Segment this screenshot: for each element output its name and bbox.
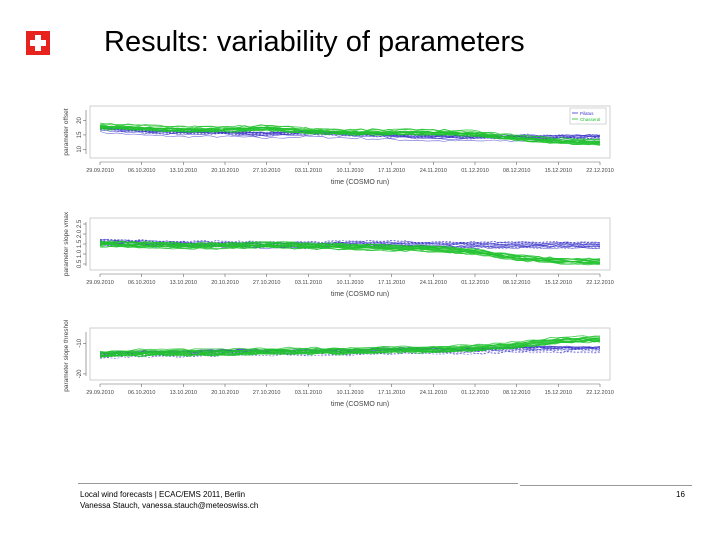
chart-svg: 10 15 20 parameter offset 29.09.2010 06.10.20… bbox=[63, 105, 614, 186]
series-line bbox=[99, 243, 601, 264]
x-tick-label: 01.12.2010 bbox=[461, 280, 489, 286]
x-tick-label: 22.12.2010 bbox=[586, 168, 614, 174]
x-tick-label: 06.10.2010 bbox=[128, 280, 156, 286]
x-tick-label: 27.10.2010 bbox=[253, 390, 281, 396]
x-axis-label: time (COSMO run) bbox=[331, 179, 389, 186]
x-tick-label: 08.12.2010 bbox=[503, 280, 531, 286]
series-line bbox=[99, 122, 600, 141]
x-tick-label: 20.10.2010 bbox=[211, 280, 239, 286]
y-axis-label: parameter slope threshold bbox=[63, 320, 70, 392]
x-tick-label: 10.11.2010 bbox=[336, 390, 363, 396]
series-line bbox=[99, 125, 601, 143]
x-tick-label: 22.12.2010 bbox=[586, 280, 614, 286]
x-tick-label: 17.11.2010 bbox=[378, 280, 405, 286]
series-line bbox=[99, 124, 601, 144]
series-line bbox=[99, 238, 601, 244]
legend-entry: Chasseral bbox=[580, 117, 600, 122]
y-tick-label: 1.0 bbox=[77, 249, 83, 258]
series-line bbox=[99, 126, 601, 145]
y-tick-label: 10 bbox=[77, 145, 83, 152]
chart-svg: -20 -10 parameter slope threshold 29.09.201… bbox=[63, 320, 614, 408]
x-tick-label: 22.12.2010 bbox=[586, 390, 614, 396]
x-tick-label: 17.11.2010 bbox=[378, 390, 405, 396]
series-group bbox=[99, 238, 601, 266]
chart-parameter-offset: 10 15 20 parameter offset 29.09.2010 06.10.20… bbox=[58, 98, 618, 198]
footer-divider-right bbox=[520, 485, 692, 486]
series-line bbox=[99, 339, 601, 358]
x-tick-label: 08.12.2010 bbox=[503, 390, 531, 396]
series-line bbox=[99, 337, 601, 354]
x-tick-label: 10.11.2010 bbox=[336, 168, 363, 174]
page-number: 16 bbox=[676, 490, 685, 499]
y-axis-label: parameter slope vmax bbox=[63, 211, 70, 276]
chart-svg: 0.51.01.52.02.5 parameter slope vmax 29.09… bbox=[63, 211, 614, 298]
series-line bbox=[99, 335, 600, 353]
series-line bbox=[99, 127, 601, 138]
footer-line-2: Vanessa Stauch, vanessa.stauch@meteoswis… bbox=[80, 501, 259, 510]
x-tick-label: 27.10.2010 bbox=[253, 168, 281, 174]
x-tick-label: 29.09.2010 bbox=[86, 390, 114, 396]
x-tick-label: 24.11.2010 bbox=[420, 390, 447, 396]
footer: Local wind forecasts | ECAC/EMS 2011, Be… bbox=[80, 489, 258, 511]
y-tick-label: 15 bbox=[77, 131, 83, 138]
x-tick-label: 15.12.2010 bbox=[545, 280, 573, 286]
footer-line-1: Local wind forecasts | ECAC/EMS 2011, Be… bbox=[80, 490, 246, 499]
x-tick-label: 13.10.2010 bbox=[170, 168, 198, 174]
x-axis-label: time (COSMO run) bbox=[331, 401, 389, 408]
x-tick-label: 01.12.2010 bbox=[461, 168, 489, 174]
slide-title: Results: variability of parameters bbox=[104, 26, 525, 58]
y-tick-label: 0.5 bbox=[77, 259, 83, 268]
x-axis-label: time (COSMO run) bbox=[331, 291, 389, 298]
x-tick-label: 17.11.2010 bbox=[378, 168, 405, 174]
series-line bbox=[99, 241, 601, 262]
footer-divider bbox=[78, 483, 518, 484]
x-tick-label: 20.10.2010 bbox=[211, 390, 239, 396]
y-tick-label: 1.5 bbox=[77, 239, 83, 248]
series-line bbox=[99, 350, 601, 359]
x-tick-label: 13.10.2010 bbox=[170, 280, 198, 286]
x-tick-label: 27.10.2010 bbox=[253, 280, 281, 286]
y-tick-label: -10 bbox=[77, 338, 83, 347]
series-group bbox=[99, 122, 601, 146]
x-tick-label: 24.11.2010 bbox=[420, 280, 447, 286]
x-tick-label: 13.10.2010 bbox=[170, 390, 198, 396]
x-tick-label: 06.10.2010 bbox=[128, 168, 156, 174]
legend-entry: Pilatus bbox=[580, 111, 594, 116]
x-tick-label: 10.11.2010 bbox=[336, 280, 363, 286]
x-tick-label: 08.12.2010 bbox=[503, 168, 531, 174]
x-tick-label: 03.11.2010 bbox=[295, 280, 322, 286]
x-tick-label: 29.09.2010 bbox=[86, 280, 114, 286]
y-tick-label: 20 bbox=[77, 116, 83, 123]
x-tick-label: 03.11.2010 bbox=[295, 168, 322, 174]
x-tick-label: 20.10.2010 bbox=[211, 168, 239, 174]
y-tick-label: -20 bbox=[77, 369, 83, 378]
chart-parameter-slope-vmax: 0.5 1.0 1.5 2.0 2.5 parameter slope vmax 29.09… bbox=[58, 210, 618, 310]
x-tick-label: 24.11.2010 bbox=[420, 168, 447, 174]
legend-box bbox=[569, 107, 607, 125]
y-axis-label: parameter offset bbox=[63, 108, 70, 155]
series-line bbox=[99, 239, 601, 245]
y-tick-label: 2.0 bbox=[77, 229, 83, 238]
x-tick-label: 06.10.2010 bbox=[128, 390, 156, 396]
x-tick-label: 01.12.2010 bbox=[461, 390, 489, 396]
series-group bbox=[99, 335, 601, 359]
x-tick-label: 15.12.2010 bbox=[545, 390, 573, 396]
series-line bbox=[99, 336, 600, 354]
x-tick-label: 03.11.2010 bbox=[295, 390, 322, 396]
series-line bbox=[99, 123, 601, 141]
series-line bbox=[99, 238, 601, 244]
swiss-cross-logo bbox=[26, 31, 50, 55]
series-line bbox=[99, 243, 601, 264]
series-line bbox=[99, 240, 601, 261]
x-tick-label: 15.12.2010 bbox=[545, 168, 573, 174]
y-tick-label: 2.5 bbox=[77, 219, 83, 228]
chart-parameter-slope-threshold: -20 -10 parameter slope threshold 29.09.201… bbox=[58, 320, 618, 420]
x-tick-label: 29.09.2010 bbox=[86, 168, 114, 174]
